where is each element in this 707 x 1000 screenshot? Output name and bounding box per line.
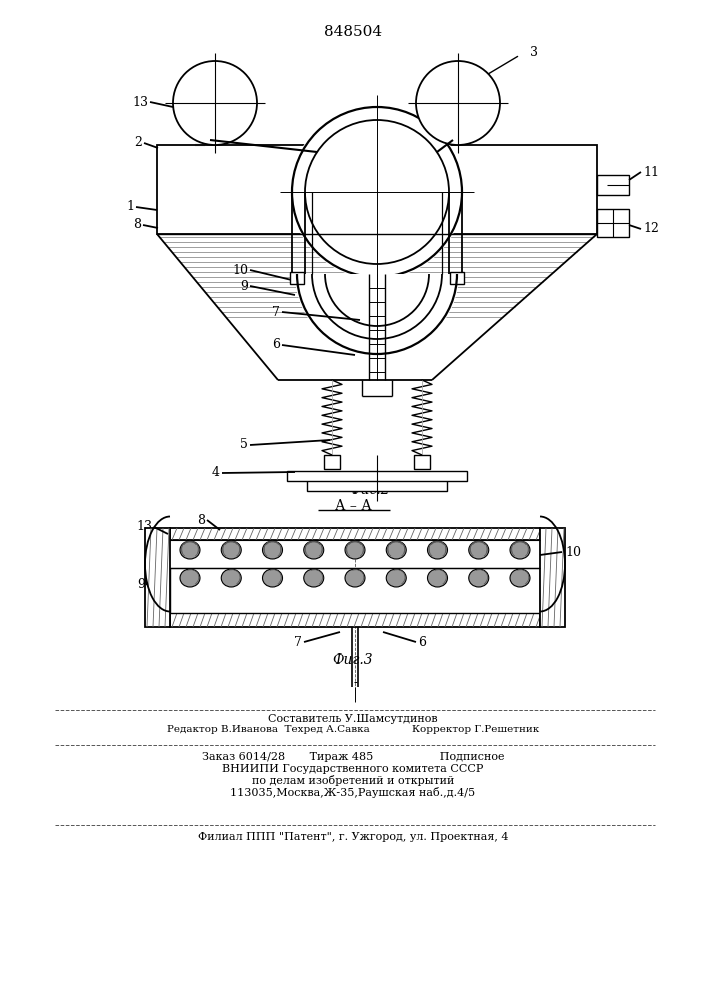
Bar bbox=[170, 613, 540, 627]
Ellipse shape bbox=[469, 569, 489, 587]
Circle shape bbox=[290, 105, 464, 279]
Ellipse shape bbox=[428, 569, 448, 587]
Bar bbox=[324, 455, 340, 469]
Bar bbox=[450, 272, 464, 284]
Text: 6: 6 bbox=[272, 338, 280, 352]
Bar bbox=[145, 528, 170, 627]
Ellipse shape bbox=[416, 61, 500, 145]
Bar bbox=[597, 209, 629, 237]
Ellipse shape bbox=[262, 541, 283, 559]
Text: 7: 7 bbox=[272, 306, 280, 318]
Bar bbox=[157, 145, 597, 234]
Ellipse shape bbox=[345, 569, 365, 587]
Text: Составитель У.Шамсутдинов: Составитель У.Шамсутдинов bbox=[268, 714, 438, 724]
Ellipse shape bbox=[262, 569, 283, 587]
Text: 13: 13 bbox=[136, 520, 152, 534]
Text: 3: 3 bbox=[530, 45, 538, 58]
Text: 8: 8 bbox=[133, 219, 141, 232]
Text: по делам изобретений и открытий: по делам изобретений и открытий bbox=[252, 776, 454, 786]
Ellipse shape bbox=[428, 541, 448, 559]
Text: 13: 13 bbox=[132, 96, 148, 108]
Text: Фиг.3: Фиг.3 bbox=[333, 653, 373, 667]
Wedge shape bbox=[295, 274, 459, 356]
Text: 10: 10 bbox=[565, 546, 581, 558]
Ellipse shape bbox=[221, 569, 241, 587]
Bar bbox=[414, 455, 430, 469]
Text: 8: 8 bbox=[197, 514, 205, 526]
Ellipse shape bbox=[304, 541, 324, 559]
Text: Филиал ППП "Патент", г. Ужгород, ул. Проектная, 4: Филиал ППП "Патент", г. Ужгород, ул. Про… bbox=[198, 832, 508, 842]
Bar bbox=[290, 272, 304, 284]
Ellipse shape bbox=[510, 569, 530, 587]
Ellipse shape bbox=[180, 541, 200, 559]
Text: 5: 5 bbox=[240, 438, 248, 452]
Ellipse shape bbox=[469, 541, 489, 559]
Text: А – А: А – А bbox=[334, 499, 371, 513]
Text: 9: 9 bbox=[137, 578, 145, 591]
Ellipse shape bbox=[304, 569, 324, 587]
Ellipse shape bbox=[180, 569, 200, 587]
Bar bbox=[287, 471, 467, 481]
Ellipse shape bbox=[510, 541, 530, 559]
Text: 2: 2 bbox=[134, 136, 142, 149]
Text: 848504: 848504 bbox=[324, 25, 382, 39]
Text: Редактор В.Иванова  Техред А.Савка             Корректор Г.Решетник: Редактор В.Иванова Техред А.Савка Коррек… bbox=[167, 726, 539, 734]
Text: 10: 10 bbox=[232, 263, 248, 276]
Bar bbox=[170, 568, 540, 613]
Text: 113035,Москва,Ж-35,Раушская наб.,д.4/5: 113035,Москва,Ж-35,Раушская наб.,д.4/5 bbox=[230, 788, 476, 798]
Text: Заказ 6014/28       Тираж 485                   Подписное: Заказ 6014/28 Тираж 485 Подписное bbox=[201, 752, 504, 762]
Text: ВНИИПИ Государственного комитета СССР: ВНИИПИ Государственного комитета СССР bbox=[222, 764, 484, 774]
Bar bbox=[597, 175, 629, 195]
Text: 1: 1 bbox=[126, 200, 134, 214]
Bar bbox=[540, 528, 565, 627]
Text: 11: 11 bbox=[643, 165, 659, 178]
Text: 7: 7 bbox=[294, 636, 302, 648]
Ellipse shape bbox=[386, 541, 407, 559]
Text: 12: 12 bbox=[643, 223, 659, 235]
Text: 9: 9 bbox=[240, 279, 248, 292]
Bar bbox=[307, 479, 447, 491]
Ellipse shape bbox=[345, 541, 365, 559]
Text: Фиг.2: Фиг.2 bbox=[350, 483, 390, 497]
Ellipse shape bbox=[221, 541, 241, 559]
Text: 6: 6 bbox=[418, 636, 426, 648]
Ellipse shape bbox=[173, 61, 257, 145]
Text: 4: 4 bbox=[212, 466, 220, 480]
Ellipse shape bbox=[386, 569, 407, 587]
Bar bbox=[170, 528, 540, 540]
